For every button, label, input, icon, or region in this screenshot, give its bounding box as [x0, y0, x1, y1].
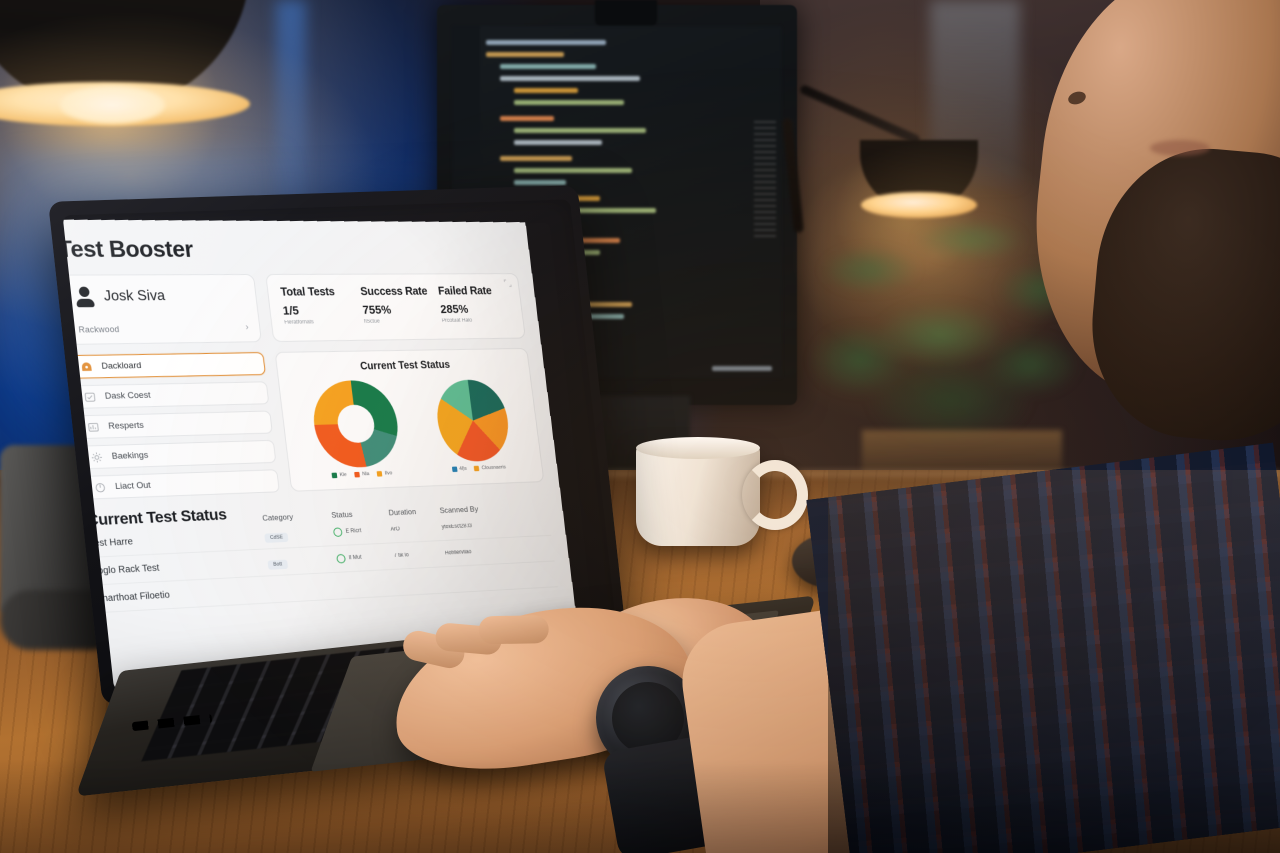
- user-card[interactable]: Josk Siva Rackwood ›: [62, 274, 262, 345]
- cell-duration: [397, 580, 448, 583]
- legend-item: Ilvo: [376, 470, 393, 477]
- status-badge: E Ricrt: [345, 528, 362, 535]
- legend-swatch: [376, 470, 383, 477]
- cell-scanned-by: [448, 576, 510, 579]
- cell-scanned-by: Hohllervllao: [444, 549, 472, 557]
- legend-label: Kle: [339, 471, 347, 478]
- cell-name: Test Harre: [88, 536, 134, 549]
- legend-label: 4l)s: [459, 465, 468, 472]
- pie-legend: 4l)s Clousnaeris: [451, 464, 507, 472]
- charts-title: Current Test Status: [359, 359, 451, 373]
- stat-label: Total Tests: [279, 285, 336, 299]
- logout-icon: [94, 481, 107, 493]
- top-row: Josk Siva Rackwood › Tota: [62, 273, 526, 345]
- user-subtitle: Rackwood: [78, 324, 120, 334]
- tests-table: Current Test Status Category Status Dura…: [86, 493, 558, 614]
- cell-duration: 7 tik lo: [393, 552, 410, 559]
- stat-sub: fiSctue: [363, 319, 381, 325]
- sidebar-item-label: Resperts: [107, 420, 145, 432]
- user-name: Josk Siva: [102, 288, 166, 305]
- person-lips: [1150, 140, 1210, 156]
- charts-card: Current Test Status Kle: [274, 347, 545, 492]
- laptop-screen[interactable]: Test Booster Josk Siva Rackwood ›: [62, 199, 622, 691]
- legend-item: Clousnaeris: [473, 464, 507, 471]
- category-badge: CdSE: [264, 532, 289, 543]
- desk-lamp-light: [861, 192, 977, 218]
- cell-scanned-by: ytoxEsct28.t3: [441, 523, 473, 531]
- pie-chart[interactable]: [432, 378, 513, 463]
- stat-sub: Fleratfornats: [284, 319, 315, 326]
- donut-chart-block: Kle Nla Ilvo: [308, 379, 404, 478]
- stat-value: 755%: [361, 302, 392, 317]
- sidebar-item-logout[interactable]: Liact Out: [81, 469, 280, 500]
- sidebar-item-tasks[interactable]: Dask Coest: [71, 381, 270, 409]
- sidebar-item-label: Dackloard: [100, 360, 142, 372]
- legend-swatch: [451, 466, 458, 472]
- shirt-shading: [828, 470, 1280, 853]
- cell-name: Loglo Rack Test: [92, 562, 160, 577]
- sidebar-item-dashboard[interactable]: Dackloard: [68, 352, 266, 379]
- cell-duration: ArO: [390, 526, 401, 533]
- cell-name: Charthoat Filoetio: [95, 589, 171, 605]
- legend-item: Nla: [354, 471, 370, 477]
- settings-icon: [91, 451, 104, 463]
- page-title: Test Booster: [62, 236, 195, 263]
- donut-chart[interactable]: [308, 379, 403, 469]
- cell-category: CdSE: [263, 524, 334, 544]
- legend-item: 4l)s: [451, 466, 467, 472]
- stat-sub: Prcotuat Halo: [441, 318, 473, 324]
- sidebar-item-label: Baekings: [111, 450, 149, 462]
- stat-label: Success Rate: [359, 284, 428, 298]
- sidebar-nav: Dackloard Dask Coest: [68, 352, 280, 500]
- stat-value: 285%: [439, 302, 469, 316]
- stats-card: Total Tests 1/5 Fleratfornats Success Ra…: [265, 273, 526, 342]
- status-badge: Il Mut: [348, 554, 363, 562]
- legend-label: Nla: [361, 471, 370, 477]
- category-badge: Bott: [267, 559, 288, 570]
- user-avatar-icon: [74, 286, 96, 308]
- dashboard-icon: [81, 361, 92, 371]
- legend-item: Kle: [331, 471, 347, 478]
- cell-status: [340, 582, 397, 585]
- sidebar-item-reports[interactable]: Resperts: [75, 410, 273, 440]
- cell-status: Il Mut: [336, 552, 394, 564]
- dashboard-app[interactable]: Test Booster Josk Siva Rackwood ›: [62, 219, 583, 691]
- stat-value: 1/5: [282, 303, 300, 318]
- reports-icon: [87, 421, 100, 433]
- stat-total-tests: Total Tests 1/5 Fleratfornats: [280, 285, 358, 325]
- cell-status: E Ricrt: [332, 525, 391, 537]
- chevron-right-icon[interactable]: ›: [245, 322, 250, 333]
- stat-label: Failed Rate: [437, 284, 493, 298]
- cell-category: [271, 586, 340, 590]
- status-circle-icon: [336, 553, 347, 564]
- legend-label: Ilvo: [384, 470, 393, 476]
- coffee-mug-rim: [636, 437, 760, 459]
- legend-swatch: [354, 471, 360, 477]
- middle-row: Dackloard Dask Coest: [68, 347, 545, 500]
- coffee-mug-handle: [742, 460, 808, 530]
- status-circle-icon: [332, 527, 343, 537]
- stat-failed-rate: Failed Rate 285% Prcotuat Halo: [437, 285, 511, 324]
- sidebar-item-label: Liact Out: [114, 480, 152, 492]
- donut-legend: Kle Nla Ilvo: [331, 470, 393, 478]
- expand-icon[interactable]: [504, 279, 512, 287]
- coffee-mug: [636, 443, 760, 546]
- editor-minimap: [754, 121, 776, 241]
- sidebar-item-label: Dask Coest: [104, 390, 152, 402]
- pendant-lamp-bulb: [60, 86, 165, 124]
- cell-category: Bott: [267, 551, 338, 571]
- pie-chart-block: 4l)s Clousnaeris: [432, 378, 514, 472]
- legend-swatch: [473, 465, 480, 471]
- tasks-icon: [84, 391, 97, 403]
- monitor-webcam-notch: [595, 0, 657, 26]
- legend-label: Clousnaeris: [481, 464, 507, 471]
- stat-success-rate: Success Rate 755% fiSctue: [360, 285, 436, 325]
- sidebar-item-settings[interactable]: Baekings: [78, 439, 277, 470]
- legend-swatch: [331, 472, 338, 478]
